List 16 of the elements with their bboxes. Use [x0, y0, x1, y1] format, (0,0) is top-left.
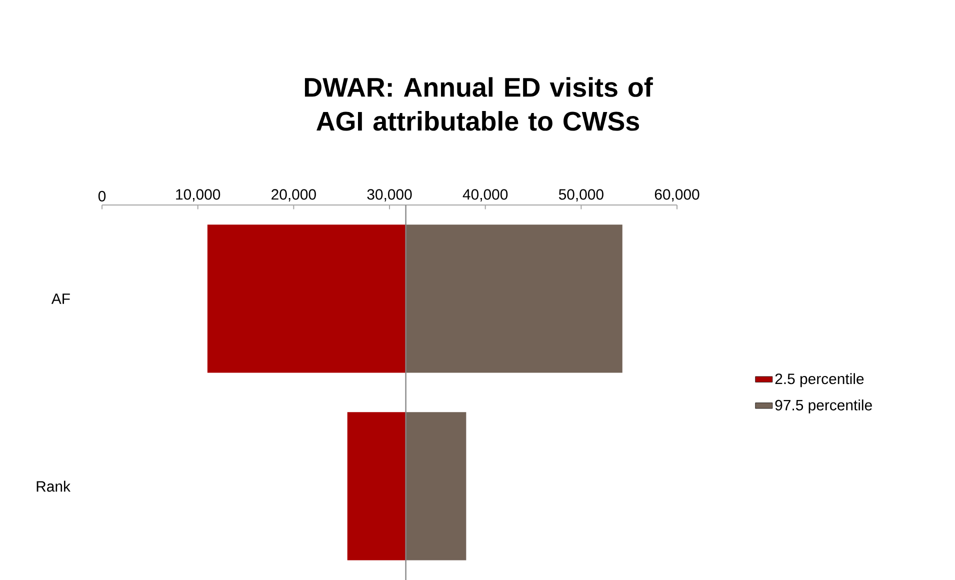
- x-tick-label: 50,000: [558, 189, 604, 202]
- bar: [347, 412, 406, 560]
- y-tick-label: Rank: [36, 480, 70, 492]
- x-tick-label: 40,000: [462, 189, 508, 202]
- x-tick-label: 20,000: [272, 189, 316, 202]
- legend-label: 97.5 percentile: [775, 399, 872, 414]
- bar: [406, 412, 466, 560]
- x-tick-label: 10,000: [176, 189, 220, 202]
- bar: [207, 224, 406, 373]
- x-tick-label: 30,000: [367, 189, 412, 202]
- y-tick-label: AF: [51, 294, 70, 304]
- x-tick-label: 0: [98, 190, 106, 202]
- bar: [406, 224, 622, 373]
- legend-label: 2.5 percentile: [775, 373, 864, 388]
- chart-title: DWAR: Annual ED visits of AGI attributable to CWSs: [304, 77, 653, 131]
- x-tick-label: 60,000: [654, 189, 700, 202]
